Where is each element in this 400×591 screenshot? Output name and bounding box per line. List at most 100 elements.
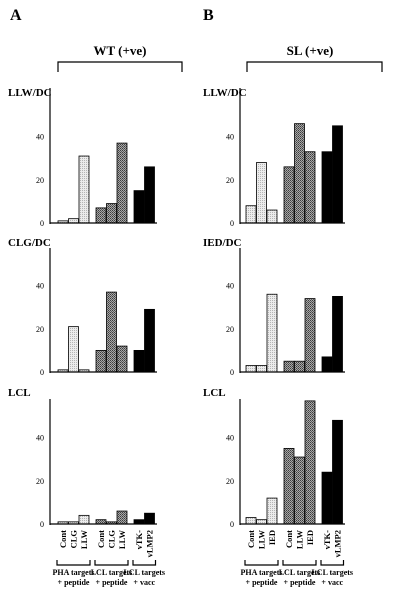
chart-area: LLW/DC 0 20 40 CLG/DC 0 20 40 LCL 0 20 40 LLW/DC 0 20 4… [8, 87, 345, 529]
x-group-label: + vacc [321, 578, 343, 587]
bar-ied [304, 298, 316, 373]
bar-clg [68, 218, 79, 224]
y-tick-label: 40 [36, 282, 44, 291]
bar-llw [78, 155, 90, 224]
x-group-label: PHA targets [241, 568, 283, 577]
row-label: LLW/DC [8, 87, 52, 99]
chart-a-llw-dc: LLW/DC 0 20 40 [8, 87, 157, 228]
bar-cont [95, 207, 107, 224]
bar-ied [266, 209, 278, 224]
x-category-label: CLG [107, 530, 117, 549]
group-bracket [282, 560, 317, 566]
bar-ied [304, 151, 316, 224]
chart-b-llw-dc: LLW/DC 0 20 40 [203, 87, 345, 228]
y-tick-label: 0 [40, 219, 44, 228]
bar-ied [266, 293, 278, 373]
x-category-label: Cont [58, 530, 68, 548]
bar-clg [106, 291, 117, 373]
bar-vtk [321, 151, 333, 224]
row-label: LLW/DC [203, 87, 247, 99]
bar-vlmp2 [332, 419, 343, 525]
group-bracket [132, 560, 157, 566]
y-tick-label: 0 [40, 520, 44, 529]
bar-ied [266, 497, 278, 525]
bar-llw [78, 514, 90, 525]
panel-b-bracket [246, 61, 383, 72]
chart-b-lcl: LCL 0 20 40 [203, 387, 345, 529]
y-tick-label: 20 [226, 176, 234, 185]
y-tick-label: 40 [226, 282, 234, 291]
group-bracket [56, 560, 91, 566]
bar-llw [256, 519, 267, 525]
x-group-label: + peptide [284, 578, 316, 587]
row-label: IED/DC [203, 237, 242, 249]
panel-b-title: SL (+ve) [287, 43, 334, 58]
bar-vtk [133, 519, 145, 525]
bar-vtk [321, 471, 333, 525]
y-tick-label: 40 [36, 133, 44, 142]
panel-a-bracket [57, 61, 183, 72]
x-category-label: CLG [69, 530, 79, 549]
y-tick-label: 0 [40, 368, 44, 377]
bar-llw [256, 162, 267, 224]
y-tick-label: 20 [226, 477, 234, 486]
bar-cont [283, 166, 295, 224]
bar-llw [116, 142, 128, 224]
bar-cont [245, 517, 257, 525]
bar-llw [294, 360, 305, 373]
bar-vlmp2 [332, 125, 343, 224]
y-tick-label: 0 [230, 219, 234, 228]
bar-ied [304, 400, 316, 525]
bar-llw [294, 456, 305, 525]
bar-vtk [133, 190, 145, 224]
x-category-label: Cont [96, 530, 106, 548]
y-tick-label: 20 [226, 325, 234, 334]
y-tick-label: 40 [226, 434, 234, 443]
x-category-label: vLMP2 [145, 530, 155, 557]
y-tick-label: 0 [230, 520, 234, 529]
x-category-label: IED [267, 530, 277, 545]
panel-a-title: WT (+ve) [93, 43, 146, 58]
bar-vlmp2 [144, 308, 155, 373]
bar-cont [95, 519, 107, 525]
bar-clg [106, 203, 117, 224]
x-category-label: vTK- [134, 530, 144, 550]
x-category-label: IED [305, 530, 315, 545]
panel-letter-b: B [203, 7, 214, 24]
bar-cont [245, 205, 257, 224]
bar-cont [283, 447, 295, 525]
bar-cont [283, 360, 295, 373]
x-category-label: vLMP2 [333, 530, 343, 557]
bar-clg [68, 326, 79, 373]
bar-cont [245, 365, 257, 373]
panel-letter-a: A [10, 7, 22, 24]
bar-vlmp2 [332, 295, 343, 373]
x-category-label: LLW [257, 530, 267, 550]
x-group-label: LCL targets [123, 568, 165, 577]
y-tick-label: 20 [36, 176, 44, 185]
x-group-label: + peptide [246, 578, 278, 587]
group-bracket [244, 560, 279, 566]
y-tick-label: 40 [226, 133, 234, 142]
group-bracket [320, 560, 345, 566]
x-category-label: vTK- [322, 530, 332, 550]
bar-cont [95, 349, 107, 373]
bar-llw [294, 123, 305, 224]
bar-llw [116, 345, 128, 373]
chart-a-clg-dc: CLG/DC 0 20 40 [8, 237, 157, 377]
x-group-label: PHA targets [53, 568, 95, 577]
x-group-label: LCL targets [311, 568, 353, 577]
y-tick-label: 40 [36, 434, 44, 443]
bar-vlmp2 [144, 512, 155, 525]
row-label: LCL [203, 387, 226, 399]
x-group-label: LCL targets [279, 568, 321, 577]
x-category-label: LLW [295, 530, 305, 550]
x-group-label: + vacc [133, 578, 155, 587]
bar-llw [256, 365, 267, 373]
x-category-label: LLW [117, 530, 127, 550]
row-label: LCL [8, 387, 31, 399]
bar-vlmp2 [144, 166, 155, 224]
x-category-label: LLW [79, 530, 89, 550]
